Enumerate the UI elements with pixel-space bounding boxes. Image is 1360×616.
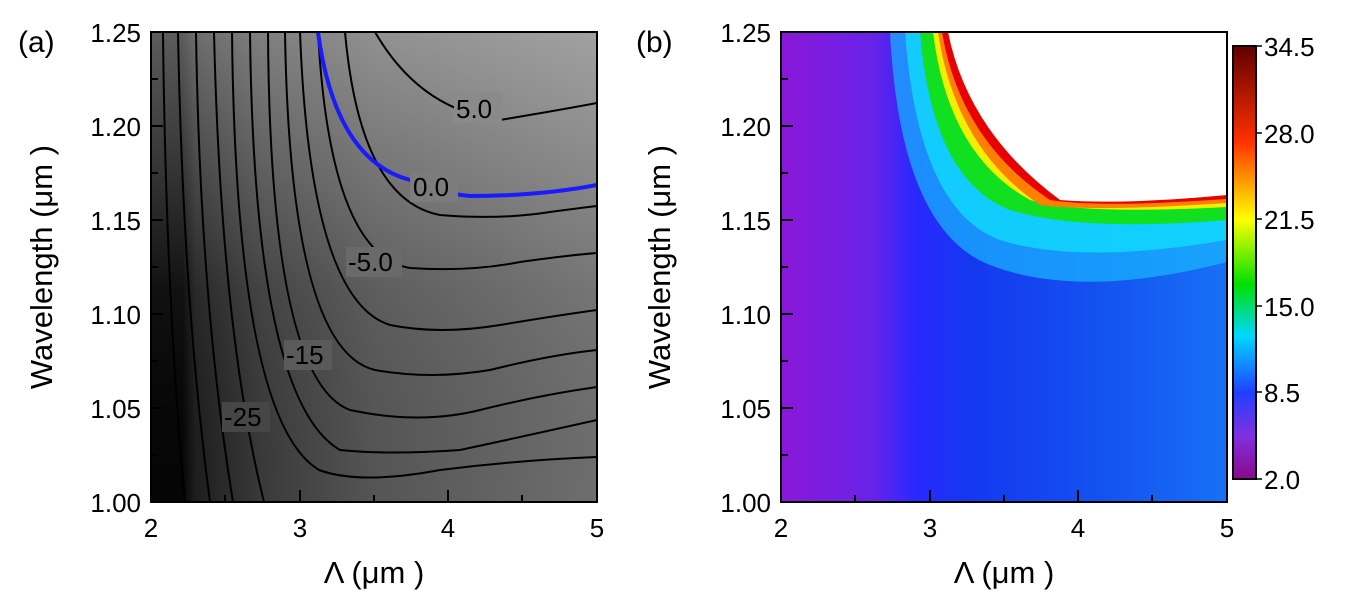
contour-label: -25: [224, 402, 262, 432]
x-tick-label: 3: [923, 513, 937, 543]
panel-a-x-axis-title: Λ (μm ): [324, 555, 425, 590]
contour-line: [284, 32, 597, 376]
white-undefined-region: [948, 32, 1227, 202]
panel-b-x-tick-labels: 2 3 4 5: [774, 513, 1234, 543]
panel-a-y-tick-labels: 1.00 1.05 1.10 1.15 1.20 1.25: [90, 18, 141, 518]
contour-line: [195, 32, 234, 502]
contour-line: [177, 32, 211, 502]
panel-a-plot-area: 5.0 0.0 -5.0 -15 -25: [151, 32, 597, 502]
y-tick-label: 1.10: [90, 300, 141, 330]
y-tick-label: 1.00: [720, 488, 771, 518]
y-tick-label: 1.25: [720, 18, 771, 48]
colorbar-gradient: [1232, 45, 1257, 480]
x-tick-label: 4: [441, 513, 455, 543]
panel-b-y-axis-title: Wavelength (μm ): [642, 145, 677, 389]
contour-line: [344, 32, 597, 218]
colorbar: 34.5 28.0 21.5 15.0 8.5 2.0: [1232, 32, 1315, 495]
contour-line: [267, 32, 597, 419]
colorbar-tick-label: 34.5: [1264, 32, 1315, 62]
contour-line: [231, 32, 597, 479]
y-tick-label: 1.05: [90, 394, 141, 424]
x-tick-label: 2: [144, 513, 158, 543]
x-tick-label: 5: [1220, 513, 1234, 543]
panel-b-x-axis-title: Λ (μm ): [954, 555, 1055, 590]
x-tick-label: 5: [590, 513, 604, 543]
panel-a-x-ticks: [150, 490, 598, 502]
panel-a-x-tick-labels: 2 3 4 5: [144, 513, 604, 543]
colorbar-tick-label: 15.0: [1264, 292, 1315, 322]
panel-b-label: (b): [636, 26, 673, 59]
panel-a: (a) 5.0 0.: [18, 18, 604, 590]
y-tick-label: 1.15: [90, 206, 141, 236]
colorbar-tick-label: 28.0: [1264, 119, 1315, 149]
contour-line: [317, 32, 597, 271]
contour-line: [299, 32, 597, 331]
contour-label: 0.0: [413, 172, 449, 202]
panel-b-plot-area: [781, 32, 1227, 502]
colorbar-tick-label: 8.5: [1264, 378, 1300, 408]
panel-a-y-axis-title: Wavelength (μm ): [24, 145, 59, 389]
y-tick-label: 1.25: [90, 18, 141, 48]
y-tick-label: 1.10: [720, 300, 771, 330]
panel-b: (b) 2 3 4 5: [636, 18, 1315, 590]
y-tick-label: 1.20: [720, 112, 771, 142]
contour-line: [213, 32, 265, 502]
colorbar-ticks: [1256, 45, 1262, 480]
colorbar-tick-label: 2.0: [1264, 465, 1300, 495]
x-tick-label: 3: [293, 513, 307, 543]
y-tick-label: 1.05: [720, 394, 771, 424]
x-tick-label: 4: [1071, 513, 1085, 543]
panel-b-x-ticks: [780, 490, 1228, 502]
contour-line: [249, 32, 597, 454]
colorbar-tick-label: 21.5: [1264, 205, 1315, 235]
y-tick-label: 1.00: [90, 488, 141, 518]
contour-label: -15: [286, 340, 324, 370]
panel-a-y-ticks: [151, 31, 163, 503]
contour-line: [162, 32, 186, 502]
panel-b-y-ticks: [781, 31, 793, 503]
contour-label: 5.0: [456, 94, 492, 124]
panel-b-y-tick-labels: 1.00 1.05 1.10 1.15 1.20 1.25: [720, 18, 771, 518]
panel-a-contour-labels: 5.0 0.0 -5.0 -15 -25: [222, 93, 502, 432]
x-tick-label: 2: [774, 513, 788, 543]
contour-label: -5.0: [348, 247, 393, 277]
y-tick-label: 1.20: [90, 112, 141, 142]
panel-a-label: (a): [18, 26, 55, 59]
y-tick-label: 1.15: [720, 206, 771, 236]
